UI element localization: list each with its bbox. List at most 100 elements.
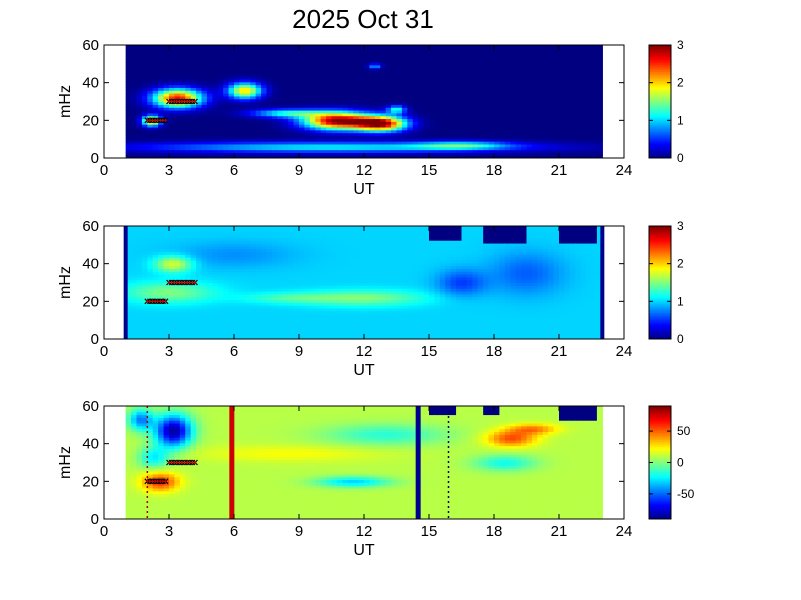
heatmap-cell <box>223 155 230 158</box>
heatmap-cell <box>364 121 371 125</box>
heatmap-cell <box>201 50 208 55</box>
heatmap-cell <box>504 115 511 120</box>
heatmap-cell <box>158 307 165 312</box>
heatmap-cell <box>591 129 598 134</box>
heatmap-cell <box>466 61 473 66</box>
heatmap-cell <box>326 121 333 125</box>
heatmap-cell <box>282 288 289 292</box>
heatmap-cell <box>569 76 576 80</box>
heatmap-cell <box>466 107 473 111</box>
heatmap-cell <box>380 143 387 148</box>
heatmap-cell <box>163 319 170 323</box>
heatmap-cell <box>266 50 273 55</box>
heatmap-cell <box>131 251 138 255</box>
heatmap-cell <box>472 56 479 60</box>
heatmap-cell <box>217 313 224 317</box>
heatmap-cell <box>385 95 392 100</box>
heatmap-cell <box>309 322 316 326</box>
heatmap-cell <box>212 279 219 284</box>
heatmap-cell <box>412 126 419 131</box>
heatmap-cell <box>347 78 354 83</box>
heatmap-cell <box>136 87 143 91</box>
heatmap-cell <box>391 121 398 125</box>
heatmap-cell <box>282 124 289 128</box>
heatmap-cell <box>223 132 230 136</box>
heatmap-cell <box>212 319 219 323</box>
heatmap-cell <box>190 322 197 326</box>
heatmap-cell <box>250 242 257 247</box>
heatmap-cell <box>179 237 186 241</box>
heatmap-cell <box>223 242 230 247</box>
heatmap-cell <box>174 327 181 332</box>
heatmap-cell <box>282 271 289 275</box>
heatmap-cell <box>477 141 484 145</box>
heatmap-cell <box>288 124 295 128</box>
heatmap-cell <box>169 50 176 55</box>
heatmap-cell <box>309 271 316 275</box>
heatmap-cell <box>315 76 322 80</box>
heatmap-cell <box>179 138 186 142</box>
heatmap-cell <box>228 279 235 284</box>
heatmap-cell <box>531 138 538 142</box>
heatmap-cell <box>234 149 241 153</box>
heatmap-cell <box>196 98 203 103</box>
heatmap-cell <box>163 257 170 261</box>
heatmap-cell <box>418 61 425 66</box>
heatmap-cell <box>244 316 251 320</box>
heatmap-cell <box>125 251 132 255</box>
heatmap-cell <box>266 155 273 158</box>
heatmap-cell <box>277 319 284 323</box>
heatmap-cell <box>293 67 300 72</box>
heatmap-cell <box>504 73 511 77</box>
heatmap-cell <box>196 78 203 83</box>
heatmap-cell <box>158 67 165 72</box>
heatmap-cell <box>347 64 354 69</box>
heatmap-cell <box>239 262 246 267</box>
heatmap-cell <box>158 265 165 269</box>
heatmap-cell <box>152 265 159 269</box>
heatmap-cell <box>147 251 154 255</box>
heatmap-cell <box>461 141 468 145</box>
heatmap-cell <box>304 293 311 298</box>
heatmap-cell <box>234 302 241 306</box>
heatmap-cell <box>347 124 354 128</box>
heatmap-cell <box>369 81 376 86</box>
heatmap-cell <box>396 73 403 77</box>
heatmap-cell <box>271 84 278 88</box>
heatmap-cell <box>364 90 371 94</box>
heatmap-cell <box>526 135 533 139</box>
heatmap-cell <box>515 76 522 80</box>
heatmap-cell <box>477 95 484 100</box>
heatmap-cell <box>293 248 300 253</box>
heatmap-cell <box>212 90 219 94</box>
heatmap-cell <box>418 112 425 117</box>
heatmap-cell <box>228 237 235 241</box>
heatmap-cell <box>185 330 192 334</box>
heatmap-cell <box>569 152 576 156</box>
heatmap-cell <box>304 115 311 120</box>
heatmap-cell <box>304 288 311 292</box>
heatmap-cell <box>580 107 587 111</box>
heatmap-cell <box>244 61 251 66</box>
heatmap-cell <box>266 121 273 125</box>
heatmap-cell <box>244 90 251 94</box>
heatmap-cell <box>201 95 208 100</box>
heatmap-cell <box>169 251 176 255</box>
heatmap-cell <box>152 305 159 309</box>
heatmap-cell <box>434 67 441 72</box>
heatmap-cell <box>261 138 268 142</box>
heatmap-cell <box>141 333 148 337</box>
heatmap-cell <box>396 45 403 49</box>
heatmap-cell <box>163 276 170 281</box>
heatmap-cell <box>271 279 278 284</box>
heatmap-cell <box>239 90 246 94</box>
heatmap-cell <box>575 107 582 111</box>
heatmap-cell <box>212 282 219 286</box>
heatmap-cell <box>537 59 544 63</box>
heatmap-cell <box>261 251 268 255</box>
heatmap-cell <box>456 149 463 153</box>
heatmap-cell <box>147 305 154 309</box>
heatmap-cell <box>580 152 587 156</box>
heatmap-cell <box>293 115 300 120</box>
heatmap-cell <box>309 98 316 103</box>
